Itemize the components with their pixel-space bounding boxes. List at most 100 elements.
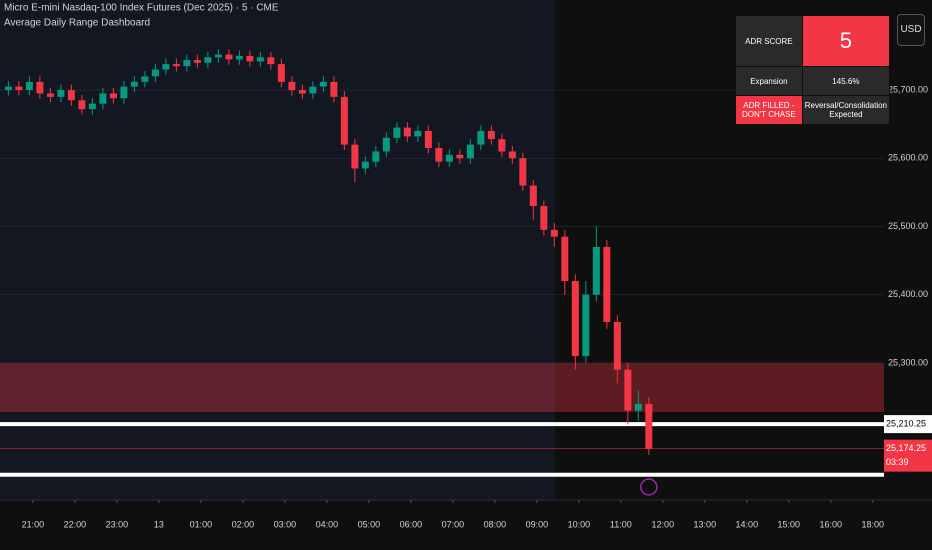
candle-body	[109, 93, 117, 99]
last-price-tag	[884, 439, 932, 472]
level-label: 25,210.25	[886, 418, 926, 428]
y-tick-label: 25,300.00	[888, 357, 928, 367]
candle-body	[519, 158, 527, 186]
candle-body	[456, 154, 464, 159]
x-tick-label: 06:00	[400, 519, 423, 529]
candle-body	[582, 294, 590, 357]
candle-body	[645, 403, 653, 449]
candle-body	[99, 93, 107, 104]
indicator-name: Average Daily Range Dashboard	[4, 18, 150, 29]
candle-body	[540, 206, 548, 230]
x-tick-label: 13	[154, 519, 164, 529]
x-tick-label: 07:00	[442, 519, 465, 529]
y-tick-label: 25,500.00	[888, 221, 928, 231]
candle-body	[330, 81, 338, 97]
x-tick-label: 09:00	[526, 519, 549, 529]
candle-body	[214, 54, 222, 58]
candle-body	[46, 93, 54, 97]
candle-body	[151, 69, 159, 77]
candle-body	[477, 130, 485, 145]
last-price-label: 25,174.25	[886, 443, 926, 453]
candle-body	[88, 103, 96, 110]
candle-body	[372, 151, 380, 162]
x-tick-label: 14:00	[736, 519, 759, 529]
x-tick-label: 16:00	[820, 519, 843, 529]
session-shade	[0, 0, 555, 500]
x-tick-label: 10:00	[568, 519, 591, 529]
candle-body	[487, 130, 495, 140]
candle-body	[78, 100, 86, 110]
candle-body	[298, 90, 306, 94]
x-tick-label: 05:00	[358, 519, 381, 529]
level-tag	[884, 415, 932, 434]
x-tick-label: 02:00	[232, 519, 255, 529]
candle-body	[288, 81, 296, 91]
x-tick-label: 11:00	[610, 519, 632, 529]
candle-body	[141, 76, 149, 82]
candle-body	[277, 64, 285, 82]
x-tick-label: 03:00	[274, 519, 297, 529]
candle-body	[561, 236, 569, 282]
candle-body	[424, 130, 432, 149]
candle-body	[4, 86, 12, 91]
candle-body	[25, 81, 33, 91]
cell: 145.6%	[801, 66, 891, 96]
candle-body	[634, 403, 642, 411]
cell: 5	[801, 15, 891, 67]
adr-dashboard: ADR SCORE 5 Expansion 145.6% ADR FILLED - …	[735, 15, 891, 125]
chart-title: Micro E-mini Nasdaq-100 Index Futures (D…	[4, 3, 279, 14]
candle-body	[361, 161, 369, 169]
candle-body	[309, 86, 317, 94]
currency-button[interactable]: USD	[897, 14, 925, 46]
candle-body	[36, 81, 44, 94]
candle-body	[340, 96, 348, 145]
candle-body	[319, 81, 327, 87]
candle-body	[235, 55, 243, 60]
candle-body	[130, 81, 138, 87]
candle-body	[382, 137, 390, 152]
alert-icon	[640, 478, 658, 496]
candle-body	[183, 60, 191, 67]
cell: ADR SCORE	[735, 15, 803, 67]
candle-body	[57, 90, 65, 97]
candle-body	[204, 57, 212, 63]
candle-body	[603, 246, 611, 322]
candle-body	[256, 57, 264, 62]
candle-body	[162, 64, 170, 70]
candle-body	[508, 151, 516, 159]
candle-body	[246, 55, 254, 62]
x-tick-label: 01:00	[190, 519, 213, 529]
candle-body	[571, 281, 579, 357]
y-tick-label: 25,600.00	[888, 153, 928, 163]
x-tick-label: 23:00	[106, 519, 129, 529]
cell: Reversal/Consolidation Expected	[801, 95, 891, 125]
candle-body	[613, 321, 621, 370]
x-tick-label: 21:00	[22, 519, 45, 529]
candle-body	[351, 144, 359, 169]
x-tick-label: 15:00	[778, 519, 801, 529]
candle-body	[172, 64, 180, 67]
y-tick-label: 25,400.00	[888, 289, 928, 299]
candle-body	[435, 148, 443, 162]
candle-body	[624, 369, 632, 411]
x-tick-label: 13:00	[694, 519, 717, 529]
cell: ADR FILLED - DON'T CHASE	[735, 95, 803, 125]
x-tick-label: 18:00	[862, 519, 885, 529]
candle-body	[466, 144, 474, 159]
candle-body	[193, 60, 201, 63]
countdown: 03:39	[886, 457, 909, 467]
cell: Expansion	[735, 66, 803, 96]
candle-body	[267, 57, 275, 65]
x-tick-label: 04:00	[316, 519, 339, 529]
x-tick-label: 12:00	[652, 519, 675, 529]
candle-body	[498, 139, 506, 152]
candle-body	[592, 246, 600, 295]
candle-body	[550, 229, 558, 237]
adr-zone	[0, 362, 884, 413]
y-tick-label: 25,700.00	[888, 84, 928, 94]
candle-body	[414, 130, 422, 137]
candle-body	[15, 86, 23, 91]
candle-body	[529, 185, 537, 207]
candle-body	[445, 154, 453, 162]
